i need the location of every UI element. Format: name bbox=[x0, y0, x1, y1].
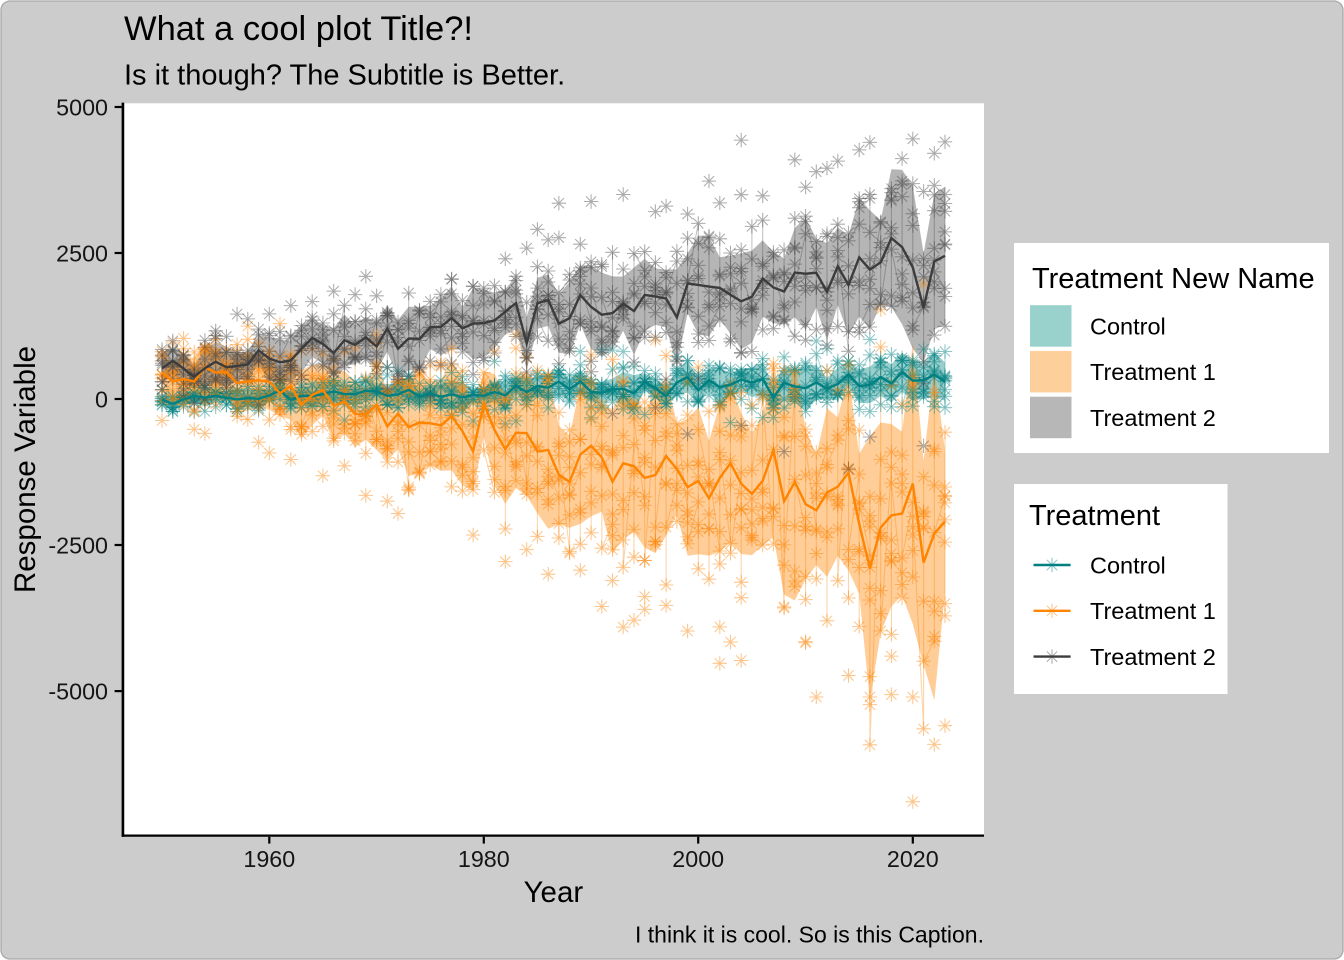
svg-text:Treatment New Name: Treatment New Name bbox=[1032, 263, 1315, 295]
svg-text:Year: Year bbox=[524, 876, 584, 909]
svg-text:1980: 1980 bbox=[458, 846, 510, 872]
svg-text:Is it though? The Subtitle is: Is it though? The Subtitle is Better. bbox=[124, 60, 565, 92]
svg-text:Treatment 2: Treatment 2 bbox=[1090, 644, 1216, 670]
svg-text:Treatment 1: Treatment 1 bbox=[1090, 359, 1216, 385]
svg-text:Treatment 2: Treatment 2 bbox=[1090, 405, 1216, 431]
svg-text:Response Variable: Response Variable bbox=[9, 346, 42, 593]
svg-text:2500: 2500 bbox=[56, 240, 108, 266]
svg-text:Treatment 1: Treatment 1 bbox=[1090, 598, 1216, 624]
svg-text:Treatment: Treatment bbox=[1029, 500, 1160, 532]
svg-text:1960: 1960 bbox=[243, 846, 295, 872]
svg-text:I think it is cool. So is this: I think it is cool. So is this Caption. bbox=[635, 922, 984, 948]
svg-text:Control: Control bbox=[1090, 552, 1166, 578]
svg-text:2020: 2020 bbox=[887, 846, 939, 872]
svg-text:-2500: -2500 bbox=[48, 532, 108, 558]
svg-text:-5000: -5000 bbox=[48, 679, 108, 705]
svg-text:5000: 5000 bbox=[56, 94, 108, 120]
svg-text:Control: Control bbox=[1090, 313, 1166, 339]
svg-text:What a cool plot Title?!: What a cool plot Title?! bbox=[124, 10, 473, 48]
svg-text:0: 0 bbox=[95, 386, 108, 412]
svg-text:2000: 2000 bbox=[672, 846, 724, 872]
